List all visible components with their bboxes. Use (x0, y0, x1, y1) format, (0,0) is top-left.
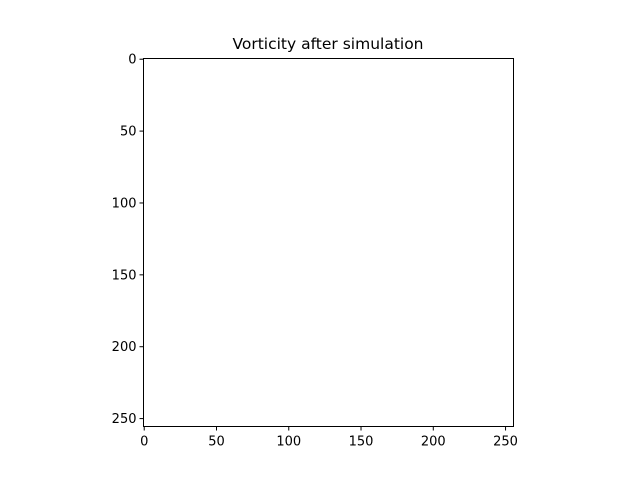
x-tick-label: 150 (349, 435, 374, 450)
vorticity-image (143, 58, 514, 427)
y-tick-label: 50 (120, 125, 137, 140)
axes-frame (143, 58, 514, 427)
x-tick-label: 200 (421, 435, 446, 450)
chart-title: Vorticity after simulation (232, 35, 423, 53)
y-tick-label: 200 (112, 340, 137, 355)
y-tick-label: 0 (128, 53, 136, 68)
x-tick-label: 0 (140, 435, 148, 450)
x-tick-label: 50 (208, 435, 225, 450)
y-tick-label: 100 (112, 196, 137, 211)
y-tick-label: 250 (112, 412, 137, 427)
y-tick-label: 150 (112, 268, 137, 283)
x-tick-label: 250 (493, 435, 518, 450)
x-tick-label: 100 (276, 435, 301, 450)
